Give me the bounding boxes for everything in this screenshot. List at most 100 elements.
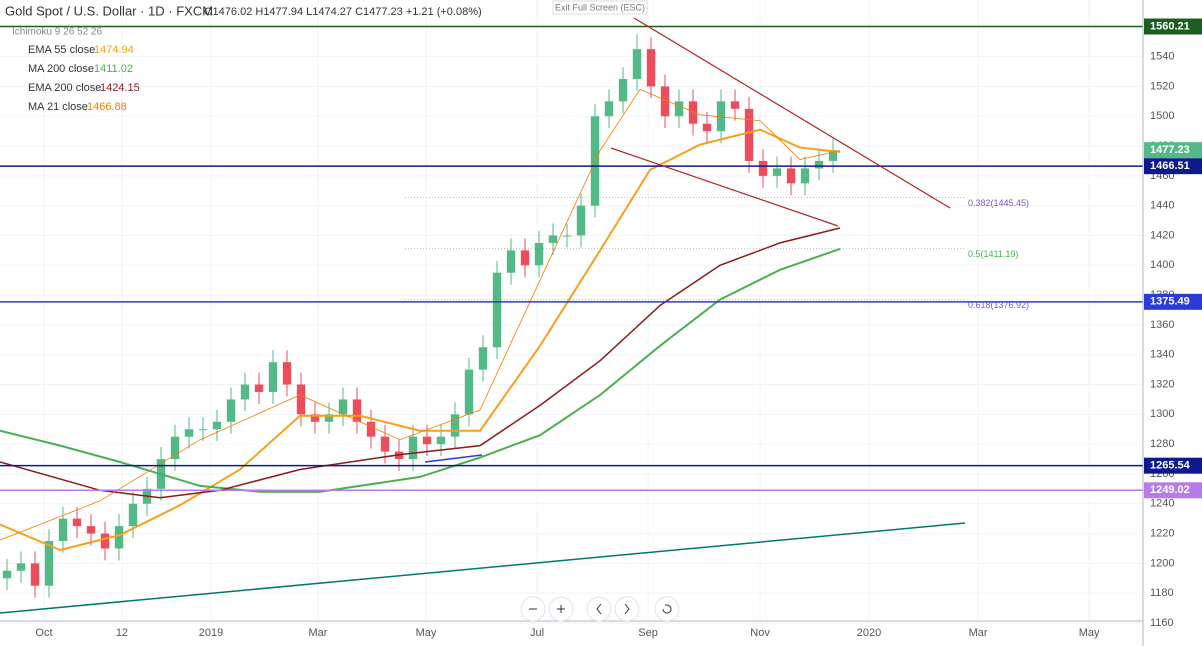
y-tick-label: 1300: [1150, 408, 1174, 420]
candle-body: [16, 563, 26, 571]
x-tick-label: Mar: [308, 627, 327, 639]
candle-body: [450, 414, 460, 437]
candle-body: [170, 436, 180, 460]
icon: [624, 603, 630, 615]
candle-body: [240, 384, 250, 400]
y-tick-label: 1240: [1150, 498, 1174, 510]
candle-body: [380, 436, 390, 452]
ma-line: [0, 227, 841, 499]
icon: [662, 604, 672, 614]
candle-body: [212, 421, 222, 430]
candle-body: [30, 563, 40, 586]
candle-body: [422, 436, 432, 445]
x-tick-label: Mar: [969, 627, 988, 639]
candle-body: [814, 160, 824, 169]
candle-body: [366, 421, 376, 437]
price-box: [1144, 142, 1202, 159]
scroll-left[interactable]: [586, 596, 612, 622]
y-tick-label: 1340: [1150, 349, 1174, 361]
x-tick-label: Jul: [530, 627, 544, 639]
candle-body: [828, 150, 838, 161]
y-tick-label: 1360: [1150, 319, 1174, 331]
candle-body: [128, 503, 138, 527]
candle-body: [632, 49, 642, 79]
y-tick-label: 1220: [1150, 527, 1174, 539]
y-tick-label: 1500: [1150, 110, 1174, 122]
legend-value: 1474.94: [94, 44, 134, 56]
price-box: [1144, 457, 1202, 474]
candle-body: [562, 235, 572, 237]
candle-body: [786, 168, 796, 184]
candle-body: [646, 49, 656, 87]
x-tick-label: May: [416, 627, 437, 639]
candle-body: [758, 160, 768, 176]
candle-body: [58, 518, 68, 542]
ma-line: [0, 128, 841, 552]
y-tick-label: 1420: [1150, 229, 1174, 241]
price-label: 1477.23: [1150, 144, 1190, 156]
y-tick-label: 1520: [1150, 80, 1174, 92]
candle-body: [86, 526, 96, 534]
reset[interactable]: [654, 596, 680, 622]
candle-body: [478, 347, 488, 370]
candle-body: [72, 518, 82, 527]
price-box: [1144, 18, 1202, 35]
candle-body: [520, 250, 530, 266]
candle-body: [506, 250, 516, 273]
trend-line: [0, 522, 966, 614]
candle-body: [114, 526, 124, 549]
y-tick-label: 1160: [1150, 617, 1174, 629]
y-tick-label: 1280: [1150, 438, 1174, 450]
candle-body: [772, 168, 782, 176]
candle-body: [492, 272, 502, 348]
trend-line: [424, 454, 483, 463]
x-tick-label: May: [1079, 627, 1100, 639]
price-box: [1144, 482, 1202, 499]
price-label: 1466.51: [1150, 160, 1190, 172]
price-label: 1560.21: [1150, 20, 1190, 32]
candle-body: [296, 384, 306, 415]
y-axis: 1160118012001220124012601280130013201340…: [1142, 0, 1202, 646]
x-tick-label: Nov: [750, 627, 770, 639]
candle-body: [100, 533, 110, 549]
ma-line: [0, 88, 841, 541]
candle-body: [44, 541, 54, 586]
candle-body: [576, 205, 586, 236]
x-tick-label: Oct: [35, 627, 52, 639]
x-tick-label: 2020: [857, 627, 881, 639]
fib-label: 0.618(1376.92): [968, 300, 1029, 310]
price-label: 1265.54: [1150, 460, 1191, 472]
x-tick-label: 2019: [199, 627, 223, 639]
legend-value: 1411.02: [94, 63, 133, 75]
candle-body: [324, 414, 334, 422]
legend-name: EMA 200 close: [28, 82, 101, 94]
axis-bg: [1143, 0, 1202, 646]
candle-body: [800, 168, 810, 184]
chart-title: Gold Spot / U.S. Dollar · 1D · FXCM: [5, 3, 213, 18]
x-tick-label: 12: [116, 627, 128, 639]
candle-body: [730, 101, 740, 109]
candle-body: [604, 101, 614, 117]
legend-value: 1466.88: [87, 101, 127, 113]
ohlc: O1476.02 H1477.94 L1474.27 C1477.23 +1.2…: [204, 6, 482, 18]
plot: 0.382(1445.45) 0.5(1411.19) 0.618(1376.92): [0, 25, 1143, 598]
candle-body: [660, 86, 670, 117]
legend-value: 1424.15: [100, 82, 140, 94]
indicator: Ichimoku 9 26 52 26: [12, 27, 102, 38]
candle-body: [716, 101, 726, 132]
fib-label: 0.382(1445.45): [968, 198, 1029, 208]
candle-body: [534, 242, 544, 266]
exit-label[interactable]: Exit Full Screen (ESC): [555, 2, 645, 12]
fib-label: 0.5(1411.19): [968, 249, 1018, 259]
scroll-right[interactable]: [614, 596, 640, 622]
candle-body: [674, 101, 684, 117]
toolbar: [520, 596, 680, 622]
exit-button[interactable]: [552, 0, 648, 15]
legend-name: MA 200 close: [28, 63, 94, 75]
x-tick-label: Sep: [638, 627, 658, 639]
candle-body: [310, 414, 320, 422]
price-box: [1144, 293, 1202, 310]
